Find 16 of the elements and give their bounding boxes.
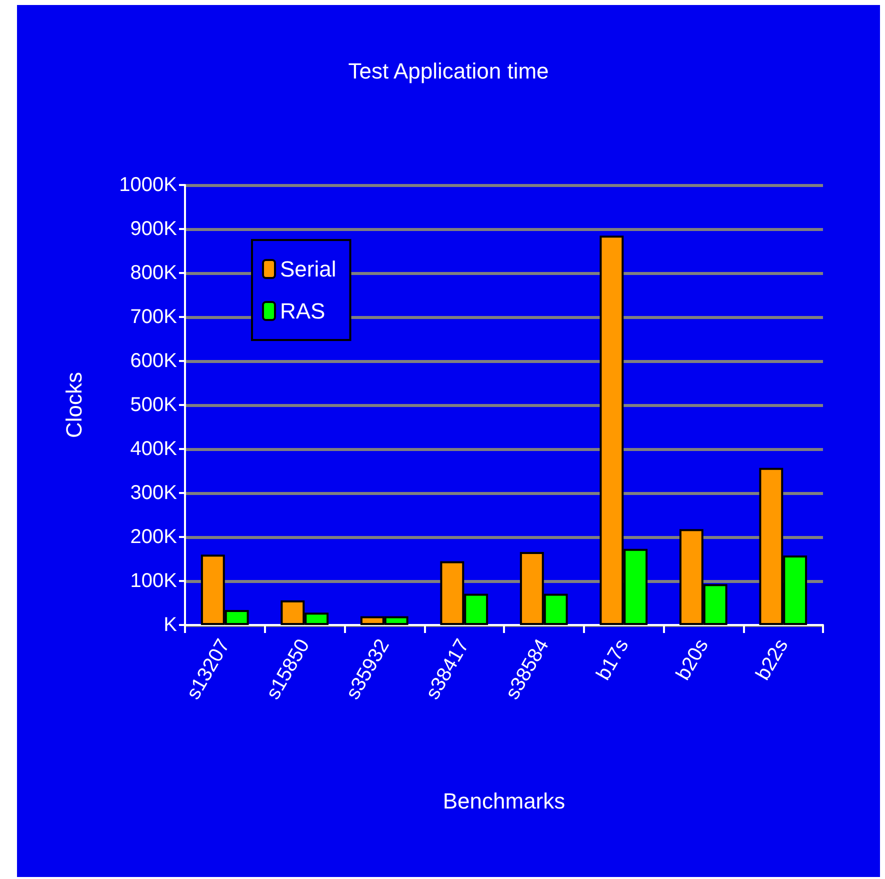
y-tick-label: 700K — [130, 306, 178, 328]
y-tick-label: 800K — [130, 262, 178, 284]
y-tick-label: K — [164, 614, 178, 636]
x-axis-title: Benchmarks — [442, 788, 566, 814]
chart-title: Test Application time — [348, 58, 549, 84]
y-tick-label: 1000K — [119, 174, 178, 196]
legend-label: RAS — [280, 298, 326, 324]
y-axis-title: Clocks — [62, 372, 86, 438]
y-tick-label: 900K — [130, 218, 178, 240]
y-tick-label: 500K — [130, 394, 178, 416]
y-tick-label: 400K — [130, 438, 178, 460]
y-tick-label: 200K — [130, 526, 178, 548]
y-tick-label: 100K — [130, 570, 178, 592]
y-tick-label: 300K — [130, 482, 178, 504]
legend-label: Serial — [280, 256, 336, 282]
y-tick-label: 600K — [130, 350, 178, 372]
